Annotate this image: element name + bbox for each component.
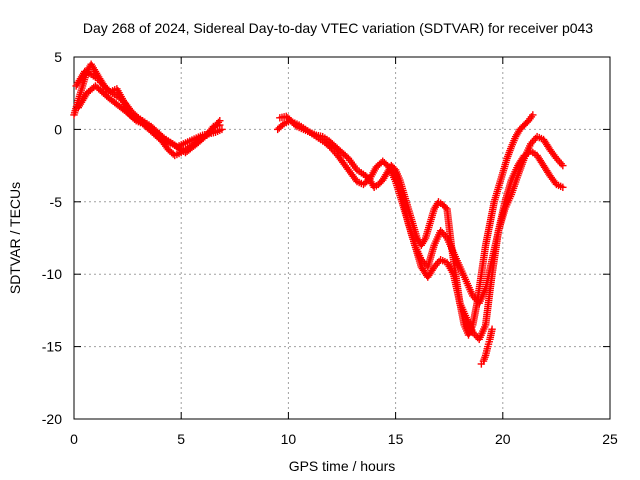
- data-point: [488, 325, 496, 333]
- chart-title: Day 268 of 2024, Sidereal Day-to-day VTE…: [83, 20, 593, 36]
- y-tick-label: -10: [42, 266, 62, 282]
- y-tick-label: -15: [42, 339, 62, 355]
- y-tick-labels: -20 -15 -10 -5 0 5: [42, 49, 62, 427]
- y-tick-label: -20: [42, 411, 62, 427]
- data-point: [559, 183, 567, 192]
- y-tick-label: -5: [50, 194, 63, 210]
- data-point: [216, 117, 224, 125]
- x-tick-label: 20: [495, 431, 511, 447]
- x-tick-label: 25: [602, 431, 618, 447]
- x-axis-label: GPS time / hours: [289, 458, 396, 474]
- y-axis-label: SDTVAR / TECUs: [7, 182, 23, 294]
- x-tick-label: 0: [70, 431, 78, 447]
- data-points: [70, 60, 567, 368]
- x-tick-label: 5: [177, 431, 185, 447]
- x-tick-label: 15: [388, 431, 404, 447]
- plot-frame: [73, 56, 611, 420]
- y-tick-label: 0: [54, 121, 62, 137]
- x-tick-label: 10: [281, 431, 297, 447]
- x-tick-labels: 0 5 10 15 20 25: [70, 431, 618, 447]
- data-point: [529, 111, 537, 119]
- y-tick-label: 5: [54, 49, 62, 65]
- data-point: [218, 125, 226, 134]
- data-point: [559, 161, 567, 170]
